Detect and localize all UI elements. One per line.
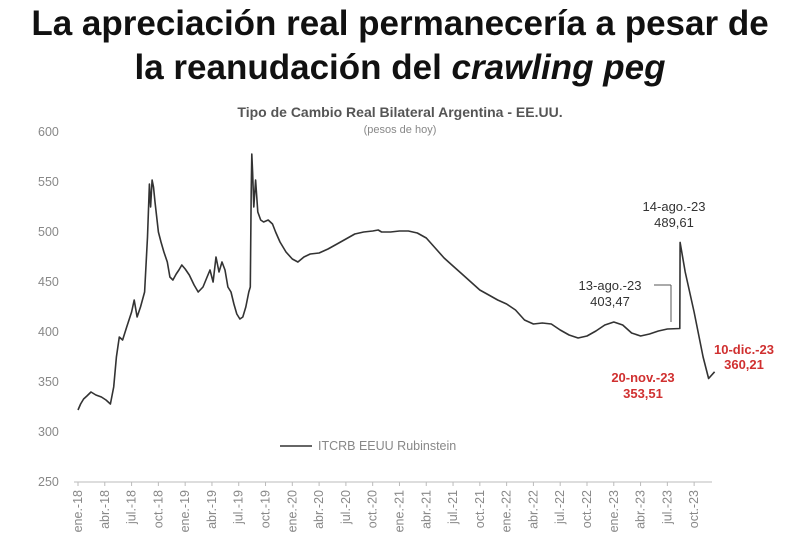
x-tick-label: jul.-21 (446, 490, 460, 525)
x-tick-label: jul.-18 (125, 490, 139, 525)
y-tick-label: 400 (38, 325, 59, 339)
x-tick-label: oct.-20 (366, 490, 380, 528)
x-tick-label: jul.-20 (339, 490, 353, 525)
annotation-date: 20-nov.-23 (611, 370, 674, 385)
headline-line-2-plain: la reanudación del (134, 48, 452, 87)
x-tick-label: ene.-23 (607, 490, 621, 532)
annotation-value: 353,51 (623, 386, 663, 401)
x-tick-label: oct.-22 (580, 490, 594, 528)
annotation-value: 489,61 (654, 215, 694, 230)
x-tick-label: abr.-22 (526, 490, 540, 529)
x-tick-label: jul.-22 (553, 490, 567, 525)
x-tick-label: abr.-21 (419, 490, 433, 529)
x-tick-label: oct.-19 (259, 490, 273, 528)
x-tick-label: abr.-20 (312, 490, 326, 529)
x-tick-label: jul.-23 (660, 490, 674, 525)
chart-title: Tipo de Cambio Real Bilateral Argentina … (237, 104, 563, 120)
x-tick-label: oct.-23 (687, 490, 701, 528)
x-tick-label: ene.-18 (71, 490, 85, 532)
x-tick-label: jul.-19 (232, 490, 246, 525)
annotation-value: 403,47 (590, 294, 630, 309)
y-tick-label: 250 (38, 475, 59, 489)
y-tick-label: 550 (38, 175, 59, 189)
annotation-date: 10-dic.-23 (714, 342, 774, 357)
x-tick-label: ene.-21 (392, 490, 406, 532)
headline-line-1: La apreciación real permanecería a pesar… (31, 4, 769, 43)
annotation-date: 13-ago.-23 (579, 278, 642, 293)
annotation-value: 360,21 (724, 357, 764, 372)
x-tick-label: ene.-22 (500, 490, 514, 532)
y-tick-label: 350 (38, 375, 59, 389)
y-tick-label: 300 (38, 425, 59, 439)
x-tick-label: oct.-18 (151, 490, 165, 528)
x-tick-label: abr.-18 (98, 490, 112, 529)
chart-subtitle: (pesos de hoy) (363, 124, 437, 136)
x-tick-label: oct.-21 (473, 490, 487, 528)
y-tick-label: 450 (38, 275, 59, 289)
headline: La apreciación real permanecería a pesar… (0, 2, 800, 90)
headline-line-2-italic: crawling peg (451, 48, 666, 87)
series-line (77, 153, 716, 411)
x-tick-label: abr.-23 (634, 490, 648, 529)
y-tick-label: 600 (38, 125, 59, 139)
x-tick-label: ene.-20 (285, 490, 299, 532)
annotation-date: 14-ago.-23 (643, 199, 706, 214)
y-tick-label: 500 (38, 225, 59, 239)
legend-label: ITCRB EEUU Rubinstein (318, 439, 456, 453)
x-tick-label: ene.-19 (178, 490, 192, 532)
headline-line-2: la reanudación del crawling peg (0, 46, 800, 90)
x-tick-label: abr.-19 (205, 490, 219, 529)
